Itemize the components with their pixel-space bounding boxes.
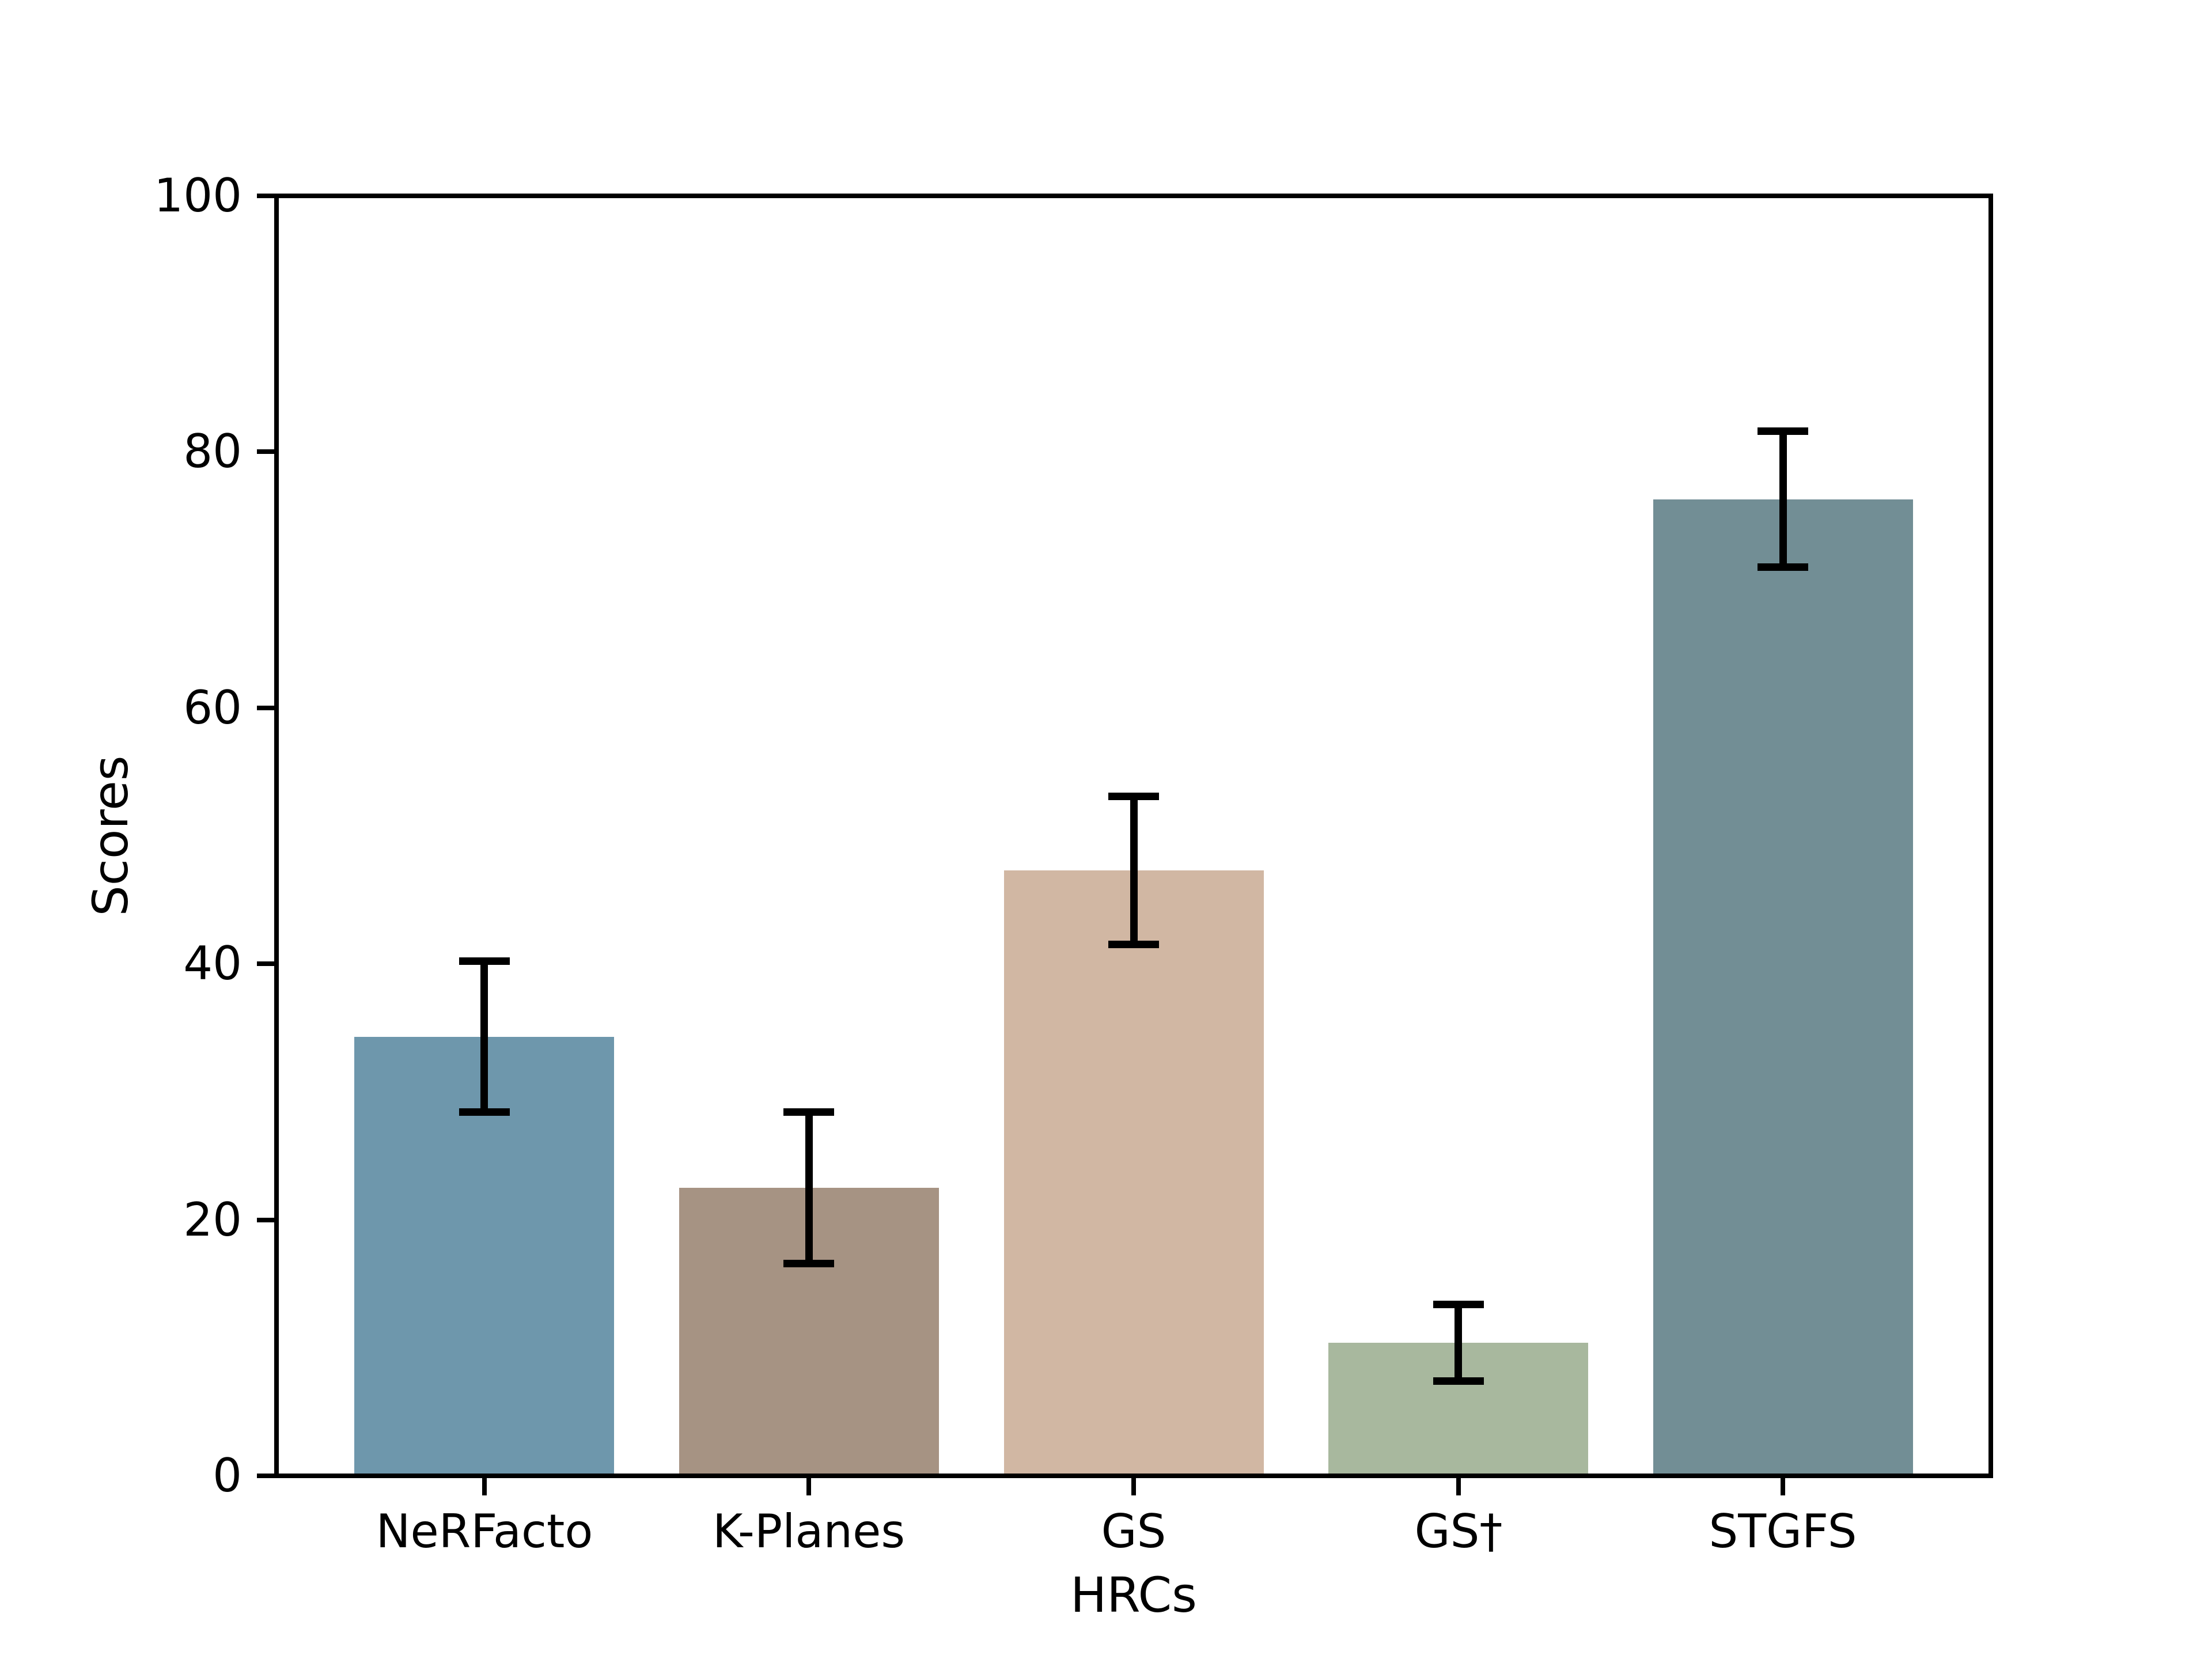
- y-tick-label-0: 0: [213, 1449, 242, 1502]
- error-cap-high-gs: [1108, 793, 1159, 800]
- error-cap-high-gs†: [1433, 1301, 1484, 1308]
- y-tick-1: [257, 1218, 274, 1222]
- error-cap-low-nerfacto: [459, 1108, 510, 1116]
- bar-stgfs: [1653, 499, 1913, 1476]
- x-tick-4: [1781, 1478, 1785, 1495]
- y-tick-0: [257, 1474, 274, 1478]
- y-tick-label-2: 40: [183, 937, 242, 990]
- x-tick-label-2: GS: [1101, 1505, 1166, 1558]
- x-axis-label: HRCs: [1070, 1567, 1197, 1623]
- error-cap-high-stgfs: [1758, 427, 1808, 435]
- x-tick-0: [482, 1478, 487, 1495]
- y-tick-5: [257, 194, 274, 198]
- y-tick-3: [257, 706, 274, 710]
- y-tick-label-4: 80: [183, 425, 242, 478]
- spine-bottom: [274, 1474, 1993, 1478]
- error-cap-high-nerfacto: [459, 957, 510, 965]
- error-bar-k-planes: [805, 1112, 813, 1263]
- x-tick-label-0: NeRFacto: [376, 1505, 593, 1558]
- error-bar-gs: [1130, 796, 1138, 945]
- y-tick-2: [257, 961, 274, 966]
- y-tick-label-3: 60: [183, 681, 242, 734]
- error-bar-gs†: [1455, 1304, 1462, 1381]
- spine-right: [1988, 194, 1993, 1478]
- x-tick-label-4: STGFS: [1709, 1505, 1857, 1558]
- error-cap-low-k-planes: [783, 1260, 834, 1267]
- y-tick-4: [257, 449, 274, 454]
- spine-top: [274, 194, 1993, 198]
- x-tick-2: [1131, 1478, 1136, 1495]
- y-axis-label: Scores: [82, 755, 139, 916]
- bar-gs: [1004, 870, 1264, 1476]
- error-cap-low-gs: [1108, 941, 1159, 948]
- x-tick-3: [1456, 1478, 1461, 1495]
- y-tick-label-5: 100: [154, 169, 242, 222]
- x-tick-label-3: GS†: [1414, 1505, 1503, 1558]
- error-cap-low-stgfs: [1758, 563, 1808, 571]
- spine-left: [274, 194, 279, 1478]
- error-cap-high-k-planes: [783, 1108, 834, 1116]
- error-bar-nerfacto: [480, 961, 488, 1112]
- error-bar-stgfs: [1779, 431, 1787, 567]
- y-tick-label-1: 20: [183, 1193, 242, 1247]
- x-tick-label-1: K-Planes: [712, 1505, 906, 1558]
- x-tick-1: [806, 1478, 811, 1495]
- error-cap-low-gs†: [1433, 1377, 1484, 1385]
